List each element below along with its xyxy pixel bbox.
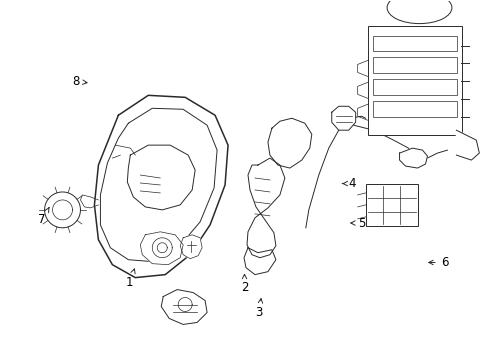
Polygon shape xyxy=(331,106,355,130)
Text: 4: 4 xyxy=(342,177,355,190)
Bar xyxy=(367,26,462,135)
Polygon shape xyxy=(94,95,227,278)
Polygon shape xyxy=(455,130,478,160)
Polygon shape xyxy=(267,118,311,168)
Polygon shape xyxy=(246,158,285,258)
Polygon shape xyxy=(244,248,275,275)
Bar xyxy=(372,58,456,73)
Ellipse shape xyxy=(386,0,451,24)
Text: 3: 3 xyxy=(255,298,262,319)
Polygon shape xyxy=(44,192,81,228)
Text: 6: 6 xyxy=(428,256,447,269)
Text: 8: 8 xyxy=(72,75,87,88)
Polygon shape xyxy=(140,232,183,265)
Bar xyxy=(365,184,417,226)
Polygon shape xyxy=(161,289,207,324)
Text: 7: 7 xyxy=(39,208,49,226)
Text: 5: 5 xyxy=(350,216,365,230)
Polygon shape xyxy=(399,148,427,168)
Text: 2: 2 xyxy=(240,274,248,294)
Polygon shape xyxy=(100,108,217,262)
Text: 1: 1 xyxy=(126,269,135,289)
Polygon shape xyxy=(127,145,195,210)
Bar xyxy=(372,36,456,51)
Bar xyxy=(372,80,456,95)
Polygon shape xyxy=(180,235,202,259)
Bar xyxy=(372,101,456,117)
